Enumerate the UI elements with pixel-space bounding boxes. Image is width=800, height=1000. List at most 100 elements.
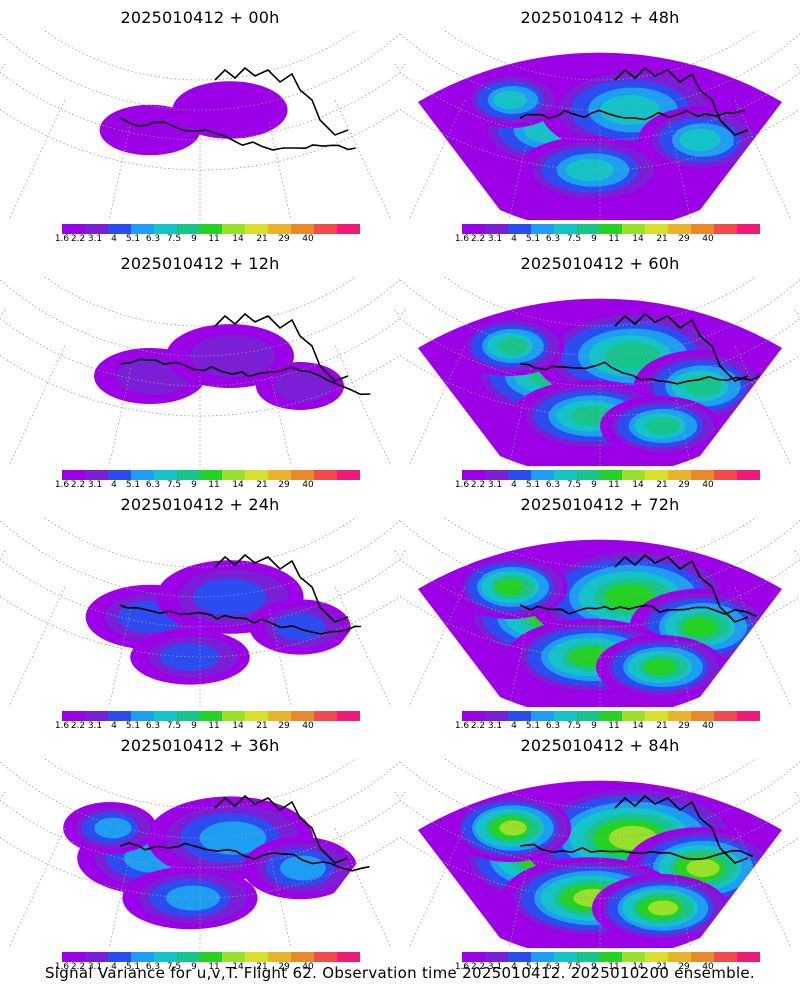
colorbar-swatch [176, 470, 200, 480]
colorbar-label: 40 [302, 721, 314, 731]
colorbar-label: 9 [591, 721, 597, 731]
colorbar [62, 470, 360, 480]
colorbar-label: 4 [111, 962, 117, 972]
colorbar-label: 5.1 [525, 480, 541, 490]
colorbar-label: 21 [256, 480, 268, 490]
colorbar-label: 2.2 [470, 234, 486, 244]
polar-map [400, 758, 800, 948]
colorbar-swatch [691, 952, 715, 962]
polar-map [400, 30, 800, 220]
colorbar-labels: 1.6 2.2 3.1 4 5.1 6.3 7.5 9 11 14 21 29 40 [455, 962, 760, 974]
colorbar-label: 14 [632, 480, 644, 490]
colorbar-label: 5.1 [125, 480, 141, 490]
colorbar-swatch [337, 224, 360, 234]
colorbar-swatch [176, 711, 200, 721]
colorbar-label: 1.6 [54, 962, 70, 972]
panel-title: 2025010412 + 36h [120, 736, 280, 755]
panel-title: 2025010412 + 24h [120, 495, 280, 514]
colorbar-label: 9 [191, 234, 197, 244]
colorbar-label: 6.3 [545, 480, 561, 490]
colorbar-swatch [737, 470, 760, 480]
colorbar-swatch [84, 952, 108, 962]
colorbar-swatch [484, 470, 508, 480]
colorbar-label: 1.6 [454, 721, 470, 731]
colorbar-label: 2.2 [70, 480, 86, 490]
colorbar-label: 3.1 [87, 234, 103, 244]
colorbar-label: 1.6 [54, 480, 70, 490]
coastline [614, 553, 749, 623]
colorbar-swatch [314, 952, 338, 962]
colorbar-swatch [62, 711, 85, 721]
panel-title: 2025010412 + 84h [520, 736, 680, 755]
colorbar-swatch [645, 470, 669, 480]
polar-map [0, 276, 400, 466]
colorbar-label: 3.1 [487, 962, 503, 972]
colorbar-swatch [462, 470, 485, 480]
colorbar-label: 40 [302, 234, 314, 244]
colorbar-label: 14 [232, 721, 244, 731]
colorbar-label: 11 [208, 234, 220, 244]
colorbar [462, 224, 760, 234]
colorbar [62, 224, 360, 234]
colorbar-swatch [576, 952, 600, 962]
colorbar-swatch [130, 952, 154, 962]
colorbar-label: 2.2 [470, 721, 486, 731]
colorbar-label: 6.3 [545, 721, 561, 731]
variance-field [63, 796, 358, 930]
colorbar-label: 3.1 [87, 962, 103, 972]
colorbar-swatch [222, 470, 246, 480]
colorbar-swatch [622, 470, 646, 480]
colorbar-label: 14 [632, 721, 644, 731]
map-panel: 2025010412 + 84h 1.6 2.2 3.1 4 5.1 6.3 7.5 9 11 14… [400, 728, 800, 974]
colorbar-swatch [245, 952, 269, 962]
colorbar-swatch [62, 224, 85, 234]
colorbar-swatch [245, 711, 269, 721]
colorbar-swatch [153, 711, 177, 721]
colorbar-swatch [530, 711, 554, 721]
colorbar-swatch [599, 952, 623, 962]
colorbar-swatch [107, 952, 131, 962]
colorbar-swatch [268, 470, 292, 480]
colorbar-swatch [314, 711, 338, 721]
colorbar-label: 21 [656, 721, 668, 731]
coastline [214, 66, 349, 136]
colorbar-label: 29 [278, 480, 290, 490]
colorbar-swatch [176, 224, 200, 234]
map-panel: 2025010412 + 48h 1.6 2.2 3.1 4 5.1 6.3 7.5 9 11 14… [400, 0, 800, 246]
colorbar-swatch [291, 952, 315, 962]
colorbar-swatch [199, 470, 223, 480]
colorbar-swatch [130, 711, 154, 721]
polar-map [400, 276, 800, 466]
colorbar-label: 6.3 [145, 480, 161, 490]
colorbar-swatch [622, 224, 646, 234]
colorbar-label: 4 [511, 962, 517, 972]
map-panel: 2025010412 + 72h 1.6 2.2 3.1 4 5.1 6.3 7.5 9 11 14… [400, 487, 800, 733]
map-panel: 2025010412 + 24h 1.6 2.2 3.1 4 5.1 6.3 7.5 9 11 14… [0, 487, 400, 733]
polar-map [0, 758, 400, 948]
colorbar-label: 11 [608, 962, 620, 972]
colorbar-label: 29 [278, 962, 290, 972]
map-panel: 2025010412 + 00h 1.6 2.2 3.1 4 5.1 6.3 7.5 9 11 14… [0, 0, 400, 246]
colorbar-label: 6.3 [145, 721, 161, 731]
colorbar-swatch [314, 470, 338, 480]
map-panel: 2025010412 + 12h 1.6 2.2 3.1 4 5.1 6.3 7.5 9 11 14… [0, 246, 400, 492]
colorbar-swatch [553, 224, 577, 234]
colorbar-label: 14 [232, 480, 244, 490]
colorbar-swatch [737, 224, 760, 234]
graticule [400, 276, 800, 466]
colorbar-swatch [130, 224, 154, 234]
coastline [519, 109, 746, 121]
colorbar-label: 1.6 [454, 962, 470, 972]
map-panel: 2025010412 + 60h 1.6 2.2 3.1 4 5.1 6.3 7.5 9 11 14… [400, 246, 800, 492]
colorbar-label: 7.5 [166, 480, 182, 490]
colorbar-swatch [714, 952, 738, 962]
colorbar-label: 5.1 [125, 721, 141, 731]
colorbar [462, 711, 760, 721]
colorbar-label: 5.1 [525, 962, 541, 972]
colorbar-swatch [599, 711, 623, 721]
colorbar-swatch [107, 224, 131, 234]
colorbar-label: 2.2 [70, 721, 86, 731]
panel-title: 2025010412 + 12h [120, 254, 280, 273]
colorbar-swatch [553, 952, 577, 962]
colorbar-swatch [622, 711, 646, 721]
